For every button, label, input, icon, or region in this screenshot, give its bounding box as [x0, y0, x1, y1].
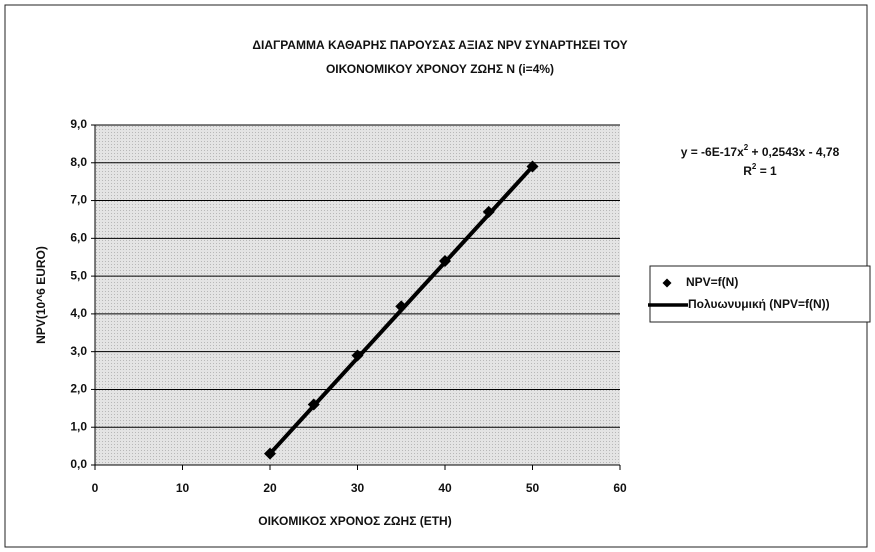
x-tick-label: 60 [613, 481, 627, 495]
x-tick-label: 50 [526, 481, 540, 495]
x-tick-label: 10 [176, 481, 190, 495]
legend-marker [662, 278, 672, 288]
y-tick-label: 5,0 [70, 268, 87, 282]
legend-box [649, 265, 871, 323]
x-axis-label: ΟΙΚΟΜΙΚΟΣ ΧΡΟΝΟΣ ΖΩΗΣ (ΕΤΗ) [258, 514, 451, 528]
y-tick-label: 0,0 [70, 457, 87, 471]
x-tick-label: 0 [92, 481, 99, 495]
point [264, 447, 276, 460]
chart-title: ΟΙΚΟΝΟΜΙΚΟΥ ΧΡΟΝΟΥ ΖΩΗΣ N (i=4%) [326, 62, 554, 76]
x-tick-label: 20 [263, 481, 277, 495]
legend-label: NPV=f(N) [686, 275, 738, 289]
y-axis-label: NPV(10^6 EURO) [34, 246, 48, 344]
y-tick-label: 3,0 [70, 344, 87, 358]
x-tick-label: 30 [351, 481, 365, 495]
legend-label: Πολυωνυμική (NPV=f(N)) [688, 297, 830, 311]
point [307, 398, 320, 411]
y-tick-label: 4,0 [70, 306, 87, 320]
trendline-equation: y = -6E-17x2 + 0,2543x - 4,78 [681, 143, 840, 159]
y-tick-label: 2,0 [70, 382, 87, 396]
plot-area [95, 125, 620, 465]
y-tick-label: 9,0 [70, 117, 87, 131]
y-tick-label: 1,0 [70, 419, 87, 433]
r-squared: R2 = 1 [743, 162, 777, 178]
y-tick-label: 6,0 [70, 231, 87, 245]
point [351, 349, 364, 362]
x-tick-label: 40 [438, 481, 452, 495]
y-tick-label: 8,0 [70, 155, 87, 169]
point [482, 205, 495, 218]
point [526, 160, 539, 173]
y-tick-label: 7,0 [70, 193, 87, 207]
chart-title: ΔΙΑΓΡΑΜΜΑ ΚΑΘΑΡΗΣ ΠΑΡΟΥΣΑΣ ΑΞΙΑΣ NPV ΣΥΝ… [252, 38, 627, 52]
point [439, 255, 451, 267]
point [395, 300, 408, 313]
